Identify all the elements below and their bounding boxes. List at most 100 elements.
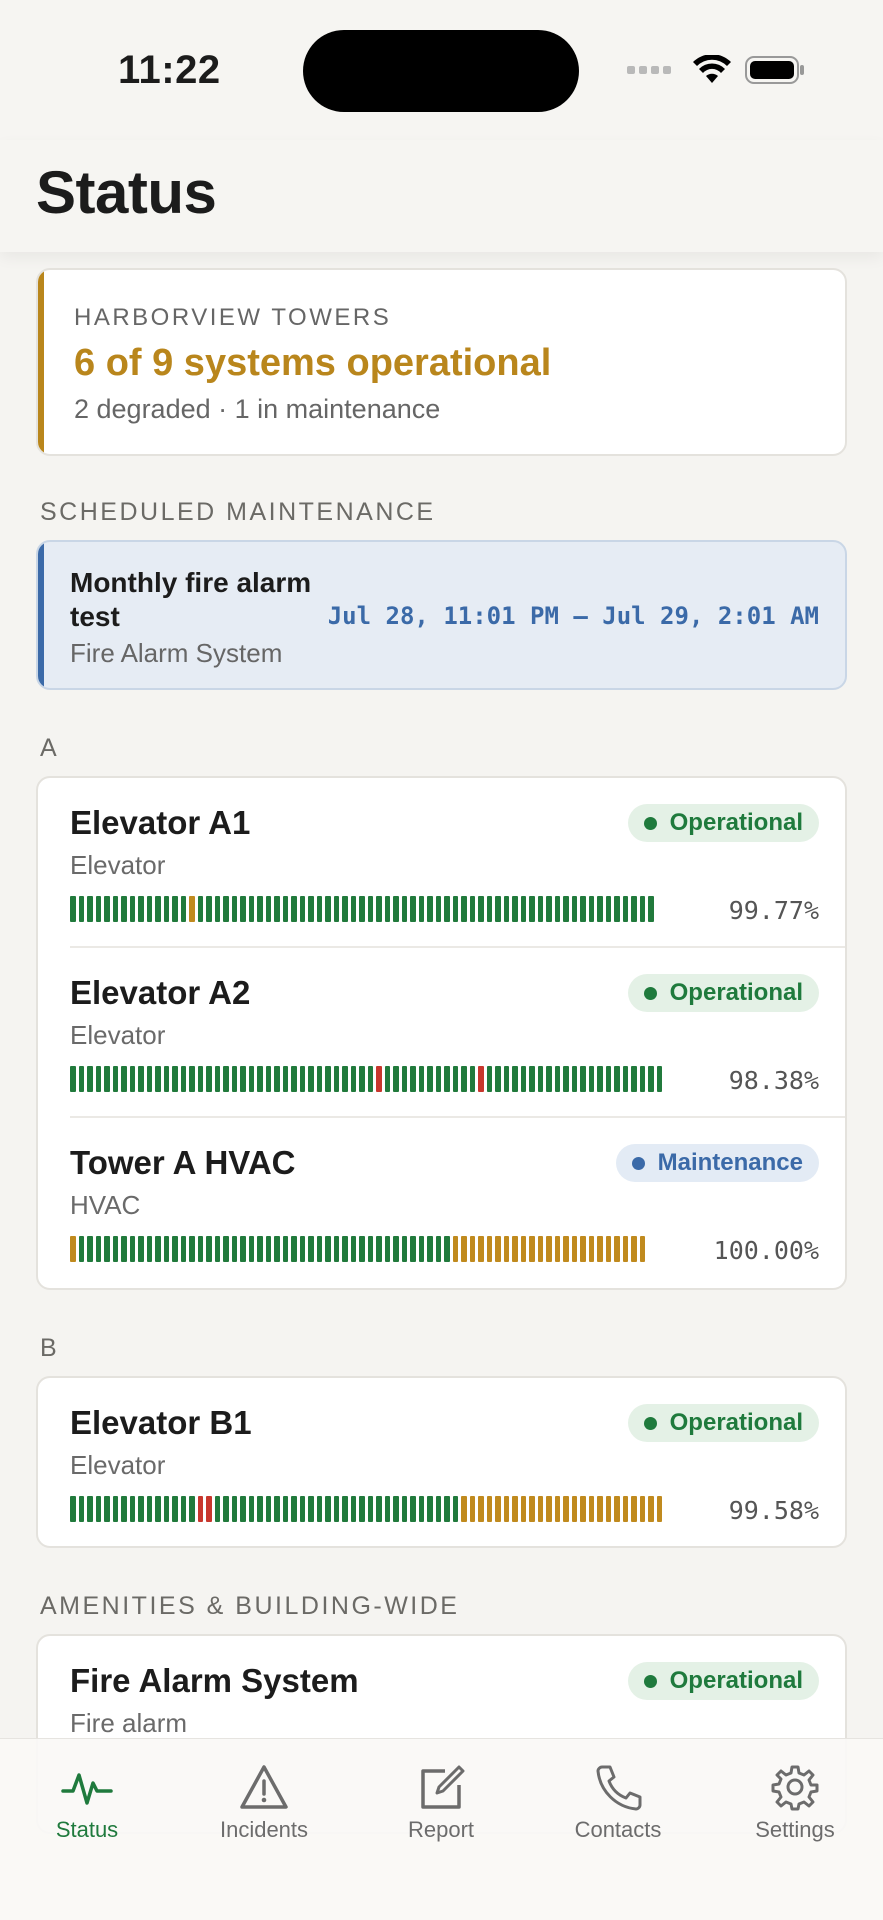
uptime-segment — [546, 1496, 552, 1522]
uptime-segment — [597, 1066, 603, 1092]
uptime-bar — [70, 1496, 662, 1522]
uptime-segment — [410, 896, 416, 922]
uptime-segment — [597, 896, 603, 922]
uptime-segment — [180, 1066, 186, 1092]
uptime-segment — [257, 896, 263, 922]
system-row-elevator-b1[interactable]: Elevator B1 Elevator Operational 99.58% — [38, 1378, 845, 1546]
uptime-segment — [70, 1496, 76, 1522]
maintenance-system: Fire Alarm System — [70, 638, 283, 668]
uptime-segment — [444, 1496, 450, 1522]
tab-contacts[interactable]: Contacts — [548, 1763, 688, 1843]
uptime-segment — [129, 896, 135, 922]
uptime-segment — [274, 896, 280, 922]
tab-label: Incidents — [219, 1817, 309, 1842]
uptime-segment — [240, 896, 246, 922]
system-row-elevator-a2[interactable]: Elevator A2 Elevator Operational 98.38% — [38, 948, 845, 1118]
uptime-segment — [206, 1236, 212, 1262]
uptime-segment — [316, 1066, 322, 1092]
tab-report[interactable]: Report — [371, 1763, 511, 1843]
uptime-segment — [121, 896, 127, 922]
uptime-segment — [401, 1496, 407, 1522]
uptime-segment — [614, 1066, 620, 1092]
uptime-segment — [529, 896, 535, 922]
maintenance-title: Monthly fire alarm test — [70, 567, 312, 632]
uptime-segment — [503, 1236, 509, 1262]
uptime-segment — [614, 896, 620, 922]
uptime-segment — [588, 1496, 594, 1522]
uptime-segment — [231, 1496, 237, 1522]
uptime-segment — [316, 1496, 322, 1522]
uptime-segment — [401, 1066, 407, 1092]
uptime-segment — [444, 1236, 450, 1262]
uptime-segment — [274, 1066, 280, 1092]
tab-status[interactable]: Status — [17, 1763, 157, 1843]
uptime-segment — [537, 896, 543, 922]
uptime-segment — [656, 1496, 662, 1522]
uptime-segment — [342, 1496, 348, 1522]
uptime-segment — [401, 1236, 407, 1262]
status-badge: Operational — [627, 974, 819, 1012]
uptime-segment — [197, 1496, 203, 1522]
uptime-segment — [240, 1496, 246, 1522]
uptime-segment — [367, 1066, 373, 1092]
uptime-segment — [172, 896, 178, 922]
group-a-card: Elevator A1 Elevator Operational 99.77% … — [36, 776, 847, 1290]
uptime-segment — [70, 1066, 76, 1092]
uptime-segment — [189, 896, 195, 922]
system-row-elevator-a1[interactable]: Elevator A1 Elevator Operational 99.77% — [38, 778, 845, 948]
uptime-segment — [248, 896, 254, 922]
uptime-segment — [648, 1066, 654, 1092]
uptime-segment — [639, 1496, 645, 1522]
uptime-segment — [95, 1496, 101, 1522]
uptime-segment — [172, 1066, 178, 1092]
tab-incidents[interactable]: Incidents — [194, 1763, 334, 1843]
uptime-segment — [333, 896, 339, 922]
uptime-segment — [537, 1236, 543, 1262]
uptime-segment — [282, 1496, 288, 1522]
uptime-segment — [571, 1066, 577, 1092]
battery-icon — [745, 56, 804, 84]
section-label-group-a: A — [40, 734, 60, 762]
uptime-segment — [461, 896, 467, 922]
system-row-fire-alarm[interactable]: Fire Alarm System Fire alarm Operational — [38, 1636, 845, 1806]
uptime-segment — [78, 896, 84, 922]
property-name: HARBORVIEW TOWERS — [74, 304, 392, 331]
uptime-segment — [461, 1496, 467, 1522]
uptime-segment — [520, 1236, 526, 1262]
uptime-segment — [189, 1066, 195, 1092]
uptime-percent: 98.38% — [728, 1066, 819, 1095]
uptime-segment — [189, 1236, 195, 1262]
uptime-segment — [631, 896, 637, 922]
uptime-segment — [299, 1236, 305, 1262]
uptime-segment — [95, 1236, 101, 1262]
uptime-segment — [605, 1066, 611, 1092]
uptime-segment — [325, 1066, 331, 1092]
system-type: Elevator — [70, 1450, 166, 1480]
uptime-segment — [214, 1496, 220, 1522]
section-label-amenities: AMENITIES & BUILDING-WIDE — [40, 1592, 460, 1620]
wifi-icon — [693, 55, 731, 83]
uptime-segment — [206, 1066, 212, 1092]
uptime-segment — [478, 1496, 484, 1522]
system-row-tower-a-hvac[interactable]: Tower A HVAC HVAC Maintenance 100.00% — [38, 1118, 845, 1288]
uptime-segment — [180, 896, 186, 922]
uptime-segment — [87, 1236, 93, 1262]
tab-label: Status — [55, 1817, 119, 1842]
uptime-segment — [563, 1496, 569, 1522]
uptime-segment — [546, 1236, 552, 1262]
uptime-segment — [231, 1066, 237, 1092]
uptime-segment — [342, 896, 348, 922]
uptime-segment — [588, 1066, 594, 1092]
uptime-segment — [512, 1496, 518, 1522]
maintenance-card[interactable]: Monthly fire alarm test Fire Alarm Syste… — [36, 540, 847, 690]
uptime-segment — [146, 1236, 152, 1262]
pulse-icon — [61, 1773, 113, 1805]
uptime-segment — [435, 1236, 441, 1262]
system-type: HVAC — [70, 1190, 141, 1220]
uptime-segment — [248, 1496, 254, 1522]
uptime-segment — [214, 896, 220, 922]
uptime-segment — [223, 1236, 229, 1262]
uptime-segment — [563, 896, 569, 922]
uptime-segment — [367, 1236, 373, 1262]
tab-settings[interactable]: Settings — [725, 1763, 865, 1843]
